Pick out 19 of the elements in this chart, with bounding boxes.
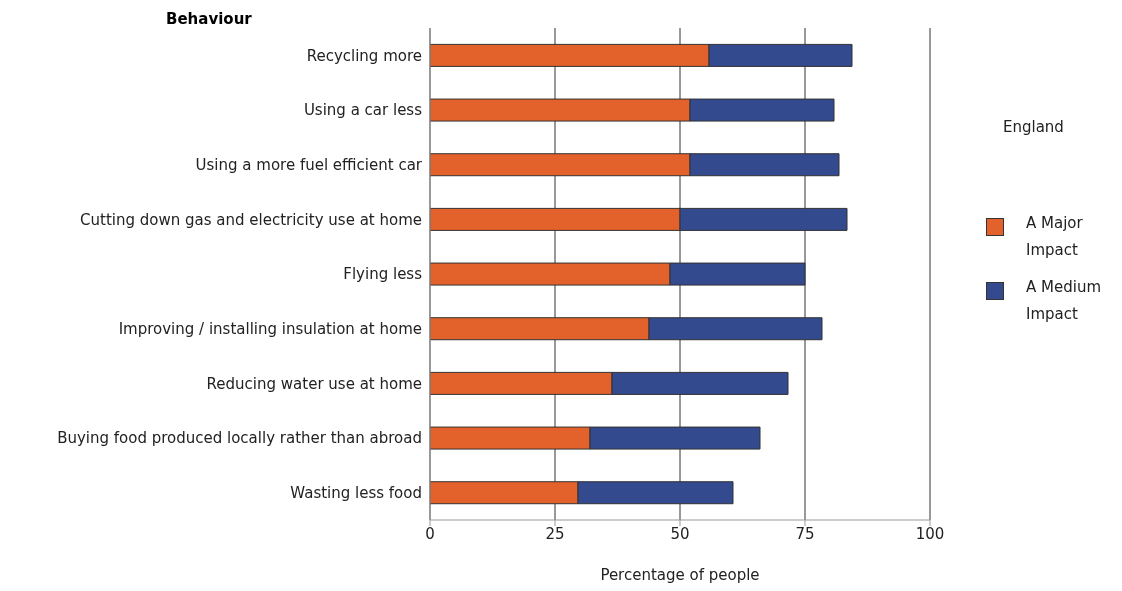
y-tick-label: Buying food produced locally rather than abroad	[57, 429, 422, 448]
y-tick-label: Flying less	[343, 265, 423, 284]
y-tick-label: Using a car less	[303, 101, 423, 120]
x-tick-label: 0	[425, 524, 435, 543]
y-tick-label: Improving / installing insulation at home	[118, 319, 422, 338]
x-axis-title: Percentage of people	[600, 566, 760, 584]
y-tick-label: Cutting down gas and electricity use at home	[80, 210, 422, 229]
x-tick-label: 50	[670, 524, 690, 543]
x-tick-label: 100	[915, 524, 945, 543]
legend-label: A Major Impact	[1026, 213, 1084, 261]
legend-label: A Medium Impact	[1026, 277, 1102, 325]
y-tick-label: Wasting less food	[290, 483, 422, 502]
y-tick-label: Reducing water use at home	[206, 374, 422, 393]
y-tick-label: Using a more fuel efficient car	[195, 155, 423, 174]
y-tick-label: Recycling more	[306, 46, 422, 65]
y-axis-title: Behaviour	[166, 10, 252, 28]
x-tick-label: 25	[545, 524, 565, 543]
x-tick-label: 75	[795, 524, 815, 543]
legend-title: England	[1003, 118, 1065, 136]
